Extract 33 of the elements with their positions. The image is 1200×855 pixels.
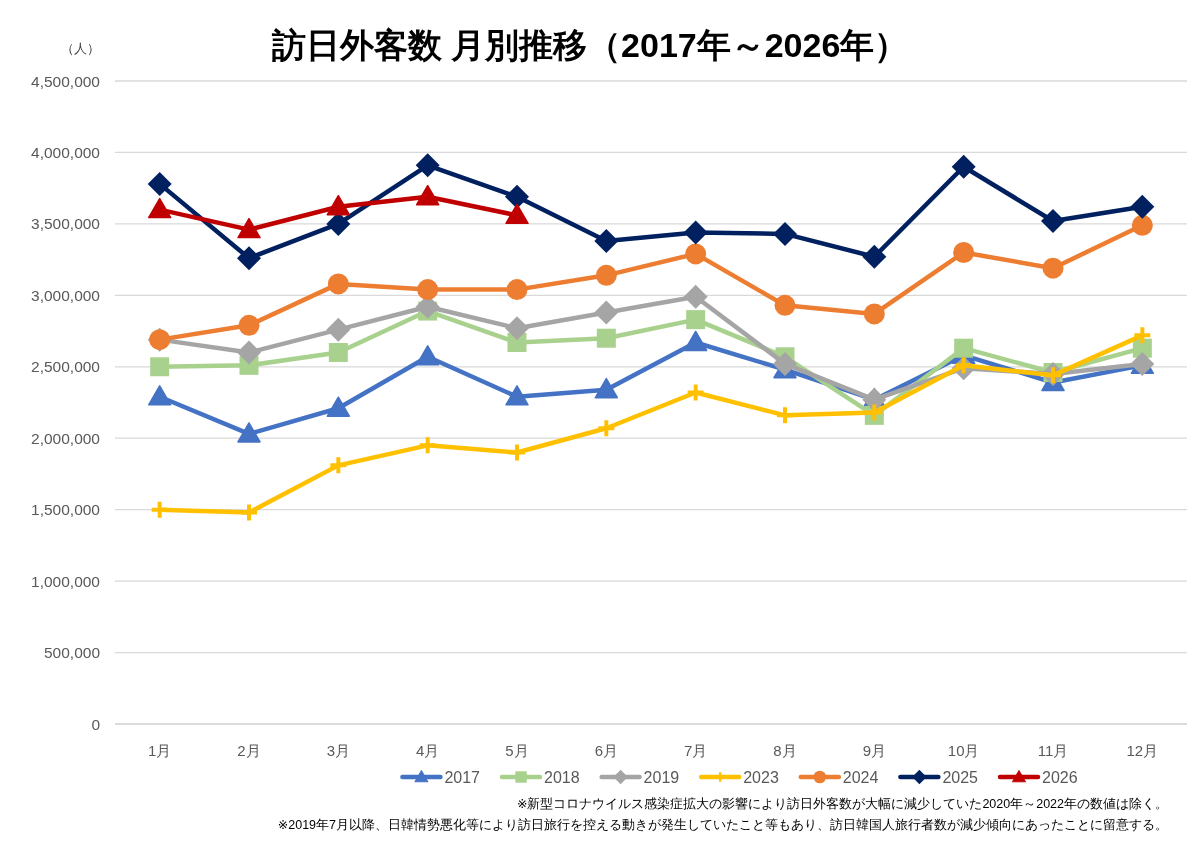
y-tick-label: 4,000,000 [31,143,101,161]
x-tick-label: 12月 [1126,742,1159,759]
legend-label: 2019 [643,769,680,786]
x-tick-label: 4月 [415,742,440,759]
x-tick-label: 11月 [1037,742,1069,759]
x-tick-label: 2月 [237,742,261,759]
y-tick-label: 0 [91,715,101,733]
x-tick-label: 3月 [326,742,351,759]
legend-label: 2018 [544,769,580,786]
legend-label: 2025 [942,769,979,786]
chart-title: 訪日外客数 月別推移（2017年～2026年） [270,26,909,64]
text: ※2019年7月以降、日韓情勢悪化等により訪日旅行を控える動きが発生していたこと等もあり、訪日韓国人旅行者数が減少傾向にあったことに留意する。 [277,818,1168,832]
x-tick-label: 8月 [773,742,797,759]
text: ※新型コロナウイルス感染症拡大の影響により訪日外客数が大幅に減少していた2020年～2022年の数値は除く。 [516,796,1168,811]
x-tick-label: 6月 [594,742,619,759]
x-tick-label: 1月 [147,742,172,759]
y-tick-label: 2,500,000 [31,358,101,376]
y-tick-label: 3,500,000 [31,215,101,233]
y-tick-label: 2,000,000 [31,429,101,447]
y-tick-label: 1,500,000 [31,501,101,519]
legend-label: 2024 [842,769,879,786]
legend-label: 2017 [444,769,481,786]
y-tick-label: 4,500,000 [31,72,101,90]
y-tick-label: 1,000,000 [31,572,101,590]
x-tick-label: 7月 [683,742,708,759]
x-tick-label: 10月 [947,742,980,759]
legend-label: 2026 [1041,769,1078,786]
x-tick-label: 5月 [505,742,529,759]
y-tick-label: 3,000,000 [31,286,101,304]
y-tick-label: 500,000 [43,644,101,662]
x-tick-label: 9月 [862,742,887,759]
y-axis-title: （人） [60,41,100,56]
legend-label: 2023 [743,769,779,786]
